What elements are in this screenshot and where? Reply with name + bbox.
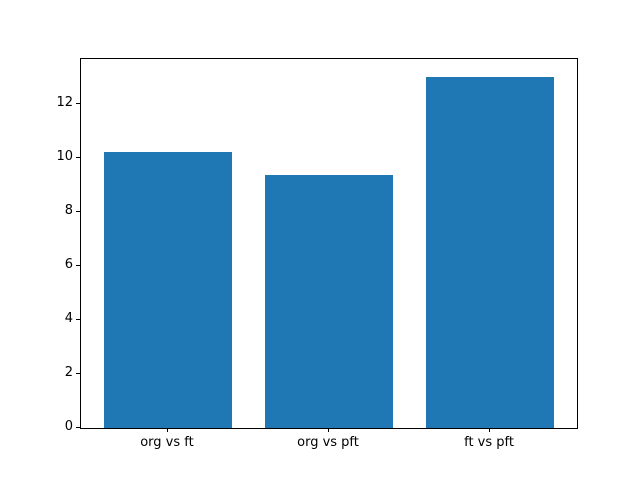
y-tick-mark — [76, 156, 80, 158]
y-tick-mark — [76, 210, 80, 212]
x-tick-mark — [489, 428, 491, 432]
y-tick-mark — [76, 427, 80, 428]
bar-org-vs-pft — [264, 175, 394, 428]
y-tick-mark — [76, 264, 80, 266]
y-tick-label: 4 — [64, 310, 73, 326]
plot-area — [80, 58, 578, 429]
x-tick-mark — [166, 428, 168, 432]
bar-org-vs-ft — [103, 152, 233, 428]
y-tick-label: 6 — [64, 256, 73, 272]
y-tick-mark — [76, 372, 80, 374]
y-tick-label: 2 — [64, 364, 73, 380]
y-tick-label: 0 — [64, 419, 73, 434]
y-tick-label: 10 — [56, 148, 73, 164]
y-tick-mark — [76, 102, 80, 104]
y-tick-mark — [76, 318, 80, 320]
y-tick-label: 12 — [56, 94, 73, 110]
x-tick-label: org vs ft — [140, 435, 194, 450]
bar-ft-vs-pft — [425, 76, 555, 428]
x-tick-mark — [328, 428, 329, 432]
x-tick-label: ft vs pft — [464, 435, 514, 450]
y-tick-label: 8 — [64, 202, 73, 218]
x-tick-label: org vs pft — [297, 435, 359, 450]
